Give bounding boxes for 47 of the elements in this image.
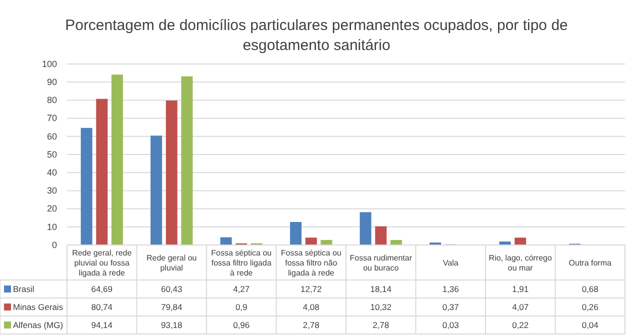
y-tick-label: 30 (46, 186, 57, 196)
y-tick-label: 0 (52, 240, 57, 250)
data-label: 1,91 (512, 284, 529, 294)
y-tick-label: 60 (46, 131, 57, 142)
data-label: 4,27 (233, 284, 250, 294)
data-label: 18,14 (370, 284, 392, 294)
data-label: 2,78 (372, 320, 390, 330)
data-label: 0,22 (512, 320, 529, 330)
x-tick-label: Vala (442, 258, 459, 268)
data-label: 0,9 (235, 302, 248, 312)
legend-label: Minas Gerais (13, 302, 64, 312)
data-label: 12,72 (300, 284, 322, 294)
y-tick-label: 70 (46, 113, 57, 124)
data-label: 93,18 (160, 320, 183, 330)
data-label: 2,78 (302, 320, 320, 330)
x-tick-label: Rede geral, rede pluvial ou fossa ligada à rede (72, 248, 132, 278)
x-tick-label: Fossa séptica ou fossa filtro ligada à rede (211, 248, 272, 278)
data-label: 4,07 (512, 302, 529, 312)
data-label: 4,08 (302, 302, 320, 312)
data-label: 0,04 (582, 320, 599, 330)
x-tick-label: Rede geral ou pluvial (146, 254, 197, 272)
y-tick-label: 100 (42, 58, 57, 69)
y-tick-label: 10 (46, 222, 57, 232)
data-label: 64,69 (91, 284, 113, 294)
legend-label: Brasil (13, 284, 34, 294)
data-label: 0,68 (582, 284, 599, 294)
x-tick-label: Fossa rudimentar ou buraco (350, 254, 412, 272)
data-label: 0,96 (233, 320, 250, 330)
data-label: 0,37 (442, 302, 460, 312)
x-tick-label: Fossa séptica ou fossa filtro não ligada à rede (280, 248, 342, 278)
data-label: 79,84 (160, 302, 183, 312)
y-tick-label: 80 (46, 95, 57, 106)
data-label: 0,26 (582, 302, 599, 312)
legend-label: Alfenas (MG) (13, 320, 64, 330)
data-label: 94,14 (91, 320, 113, 330)
x-tick-label: Rio, lago, córrego ou mar (488, 254, 552, 272)
data-label: 10,32 (370, 302, 392, 312)
data-label: 80,74 (91, 302, 113, 312)
y-tick-label: 90 (46, 76, 57, 87)
data-label: 0,03 (442, 320, 460, 330)
y-tick-label: 50 (46, 149, 57, 160)
chart-title: Porcentagem de domicílios particulares permanentes ocupados, por tipo de esgotamento sanitário (65, 17, 568, 54)
y-tick-label: 40 (46, 167, 57, 178)
x-tick-label: Outra forma (568, 258, 612, 268)
data-label: 1,36 (442, 284, 460, 294)
data-label: 60,43 (160, 284, 183, 294)
y-tick-label: 20 (46, 204, 57, 214)
